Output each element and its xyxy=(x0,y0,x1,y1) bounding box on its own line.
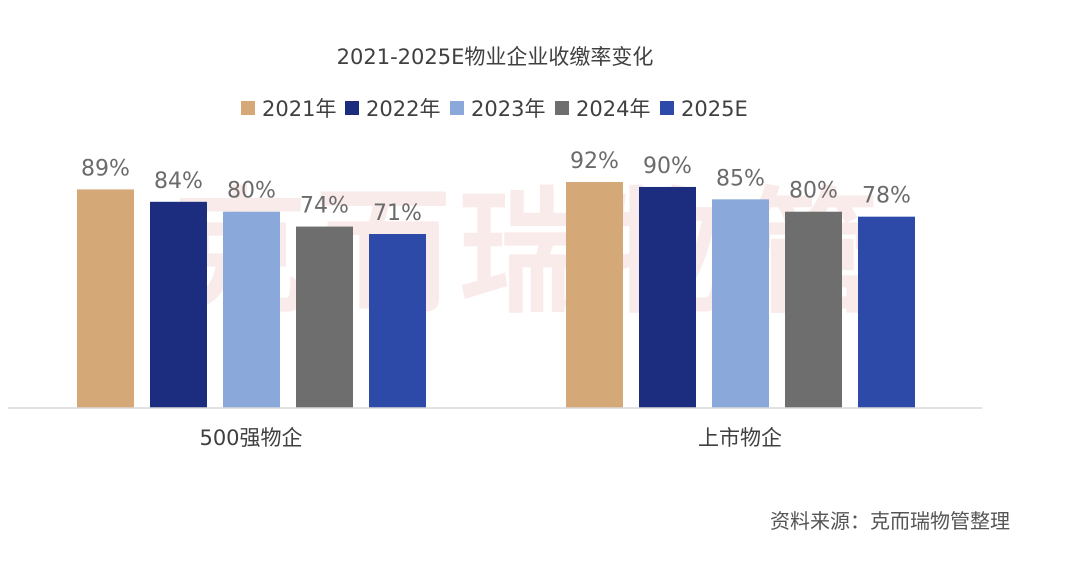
legend: 2021年 2022年 2023年 2024年 2025E xyxy=(241,97,748,121)
data-label-1-5: 71% xyxy=(373,201,422,226)
bars-group: 89% 84% 80% 74% 71% 92% 90% 85% 80% 78% xyxy=(77,149,915,408)
bar-2-4 xyxy=(785,211,842,408)
legend-swatch-4 xyxy=(555,101,569,115)
bar-2-2 xyxy=(639,186,696,408)
data-label-2-4: 80% xyxy=(789,179,838,204)
data-label-1-4: 74% xyxy=(300,194,349,219)
legend-label-5: 2025E xyxy=(681,97,748,121)
category-labels: 500强物企 上市物企 xyxy=(199,426,782,450)
data-label-1-1: 89% xyxy=(81,156,130,181)
data-label-2-2: 90% xyxy=(643,154,692,179)
category-label-1: 500强物企 xyxy=(199,426,302,450)
data-label-1-2: 84% xyxy=(154,169,203,194)
bar-2-5 xyxy=(858,216,915,408)
bar-1-5 xyxy=(369,234,426,408)
legend-swatch-5 xyxy=(660,101,674,115)
legend-swatch-3 xyxy=(450,101,464,115)
source-note: 资料来源：克而瑞物管整理 xyxy=(770,509,1010,533)
legend-label-2: 2022年 xyxy=(366,97,440,121)
bar-1-3 xyxy=(223,211,280,408)
data-label-2-3: 85% xyxy=(716,166,765,191)
bar-1-4 xyxy=(296,226,353,408)
data-label-2-5: 78% xyxy=(862,184,911,209)
bar-1-2 xyxy=(150,201,207,408)
bar-2-1 xyxy=(566,182,623,408)
legend-label-3: 2023年 xyxy=(471,97,545,121)
data-label-2-1: 92% xyxy=(570,149,619,174)
bar-1-1 xyxy=(77,189,134,408)
legend-label-4: 2024年 xyxy=(576,97,650,121)
category-label-2: 上市物企 xyxy=(698,426,782,450)
legend-swatch-1 xyxy=(241,101,255,115)
legend-swatch-2 xyxy=(345,101,359,115)
chart-title: 2021-2025E物业企业收缴率变化 xyxy=(337,45,654,69)
legend-label-1: 2021年 xyxy=(262,97,336,121)
data-label-1-3: 80% xyxy=(227,179,276,204)
bar-2-3 xyxy=(712,199,769,408)
